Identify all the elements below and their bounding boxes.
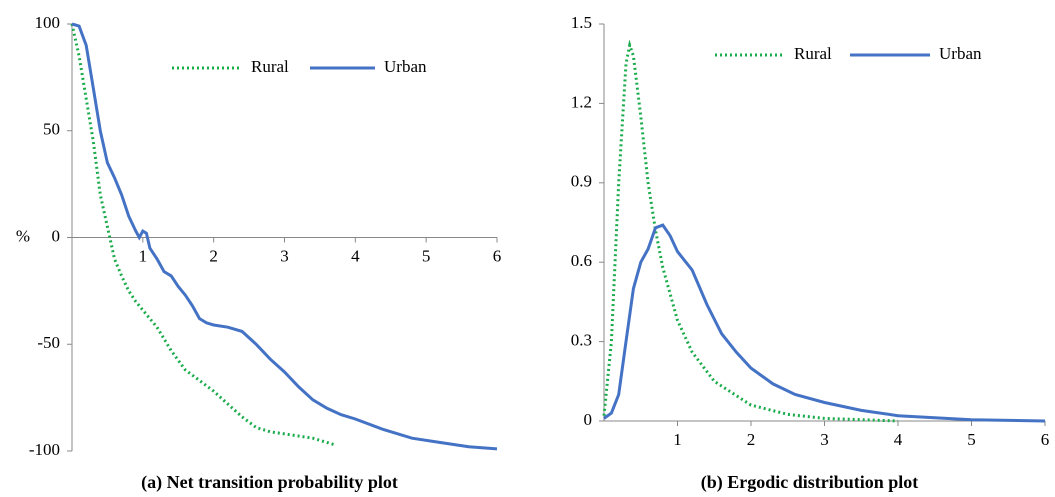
legend-label: Rural [251, 57, 289, 76]
x-tick-label: 2 [747, 430, 756, 449]
y-tick-label: 0.3 [571, 331, 592, 350]
x-tick-label: 3 [280, 246, 289, 265]
y-axis-label: % [16, 226, 30, 245]
x-tick-label: 6 [493, 246, 502, 265]
y-tick-label: -100 [29, 440, 60, 459]
y-tick-label: 0.9 [571, 172, 592, 191]
x-tick-label: 4 [351, 246, 360, 265]
y-tick-label: 0 [52, 226, 61, 245]
series-line [71, 22, 498, 451]
x-tick-label: 4 [894, 430, 903, 449]
x-tick-label: 3 [820, 430, 829, 449]
x-tick-label: 1 [139, 246, 148, 265]
x-tick-label: 6 [1041, 430, 1050, 449]
y-tick-label: 0 [584, 410, 593, 429]
legend-label: Urban [939, 44, 982, 63]
series-line [603, 223, 1046, 423]
x-tick-label: 2 [209, 246, 218, 265]
y-tick-label: 50 [43, 120, 60, 139]
x-tick-label: 5 [967, 430, 976, 449]
chart-title: (b) Ergodic distribution plot [701, 472, 919, 493]
y-tick-label: 1.5 [571, 13, 592, 32]
series-line [602, 39, 899, 423]
y-tick-label: 100 [35, 13, 61, 32]
y-tick-label: -50 [37, 333, 60, 352]
y-tick-label: 0.6 [571, 251, 592, 270]
x-tick-label: 5 [422, 246, 431, 265]
legend-label: Rural [794, 44, 832, 63]
legend-label: Urban [384, 57, 427, 76]
y-tick-label: 1.2 [571, 92, 592, 111]
chart-title: (a) Net transition probability plot [141, 472, 398, 493]
x-tick-label: 1 [673, 430, 682, 449]
series-line [70, 23, 335, 447]
